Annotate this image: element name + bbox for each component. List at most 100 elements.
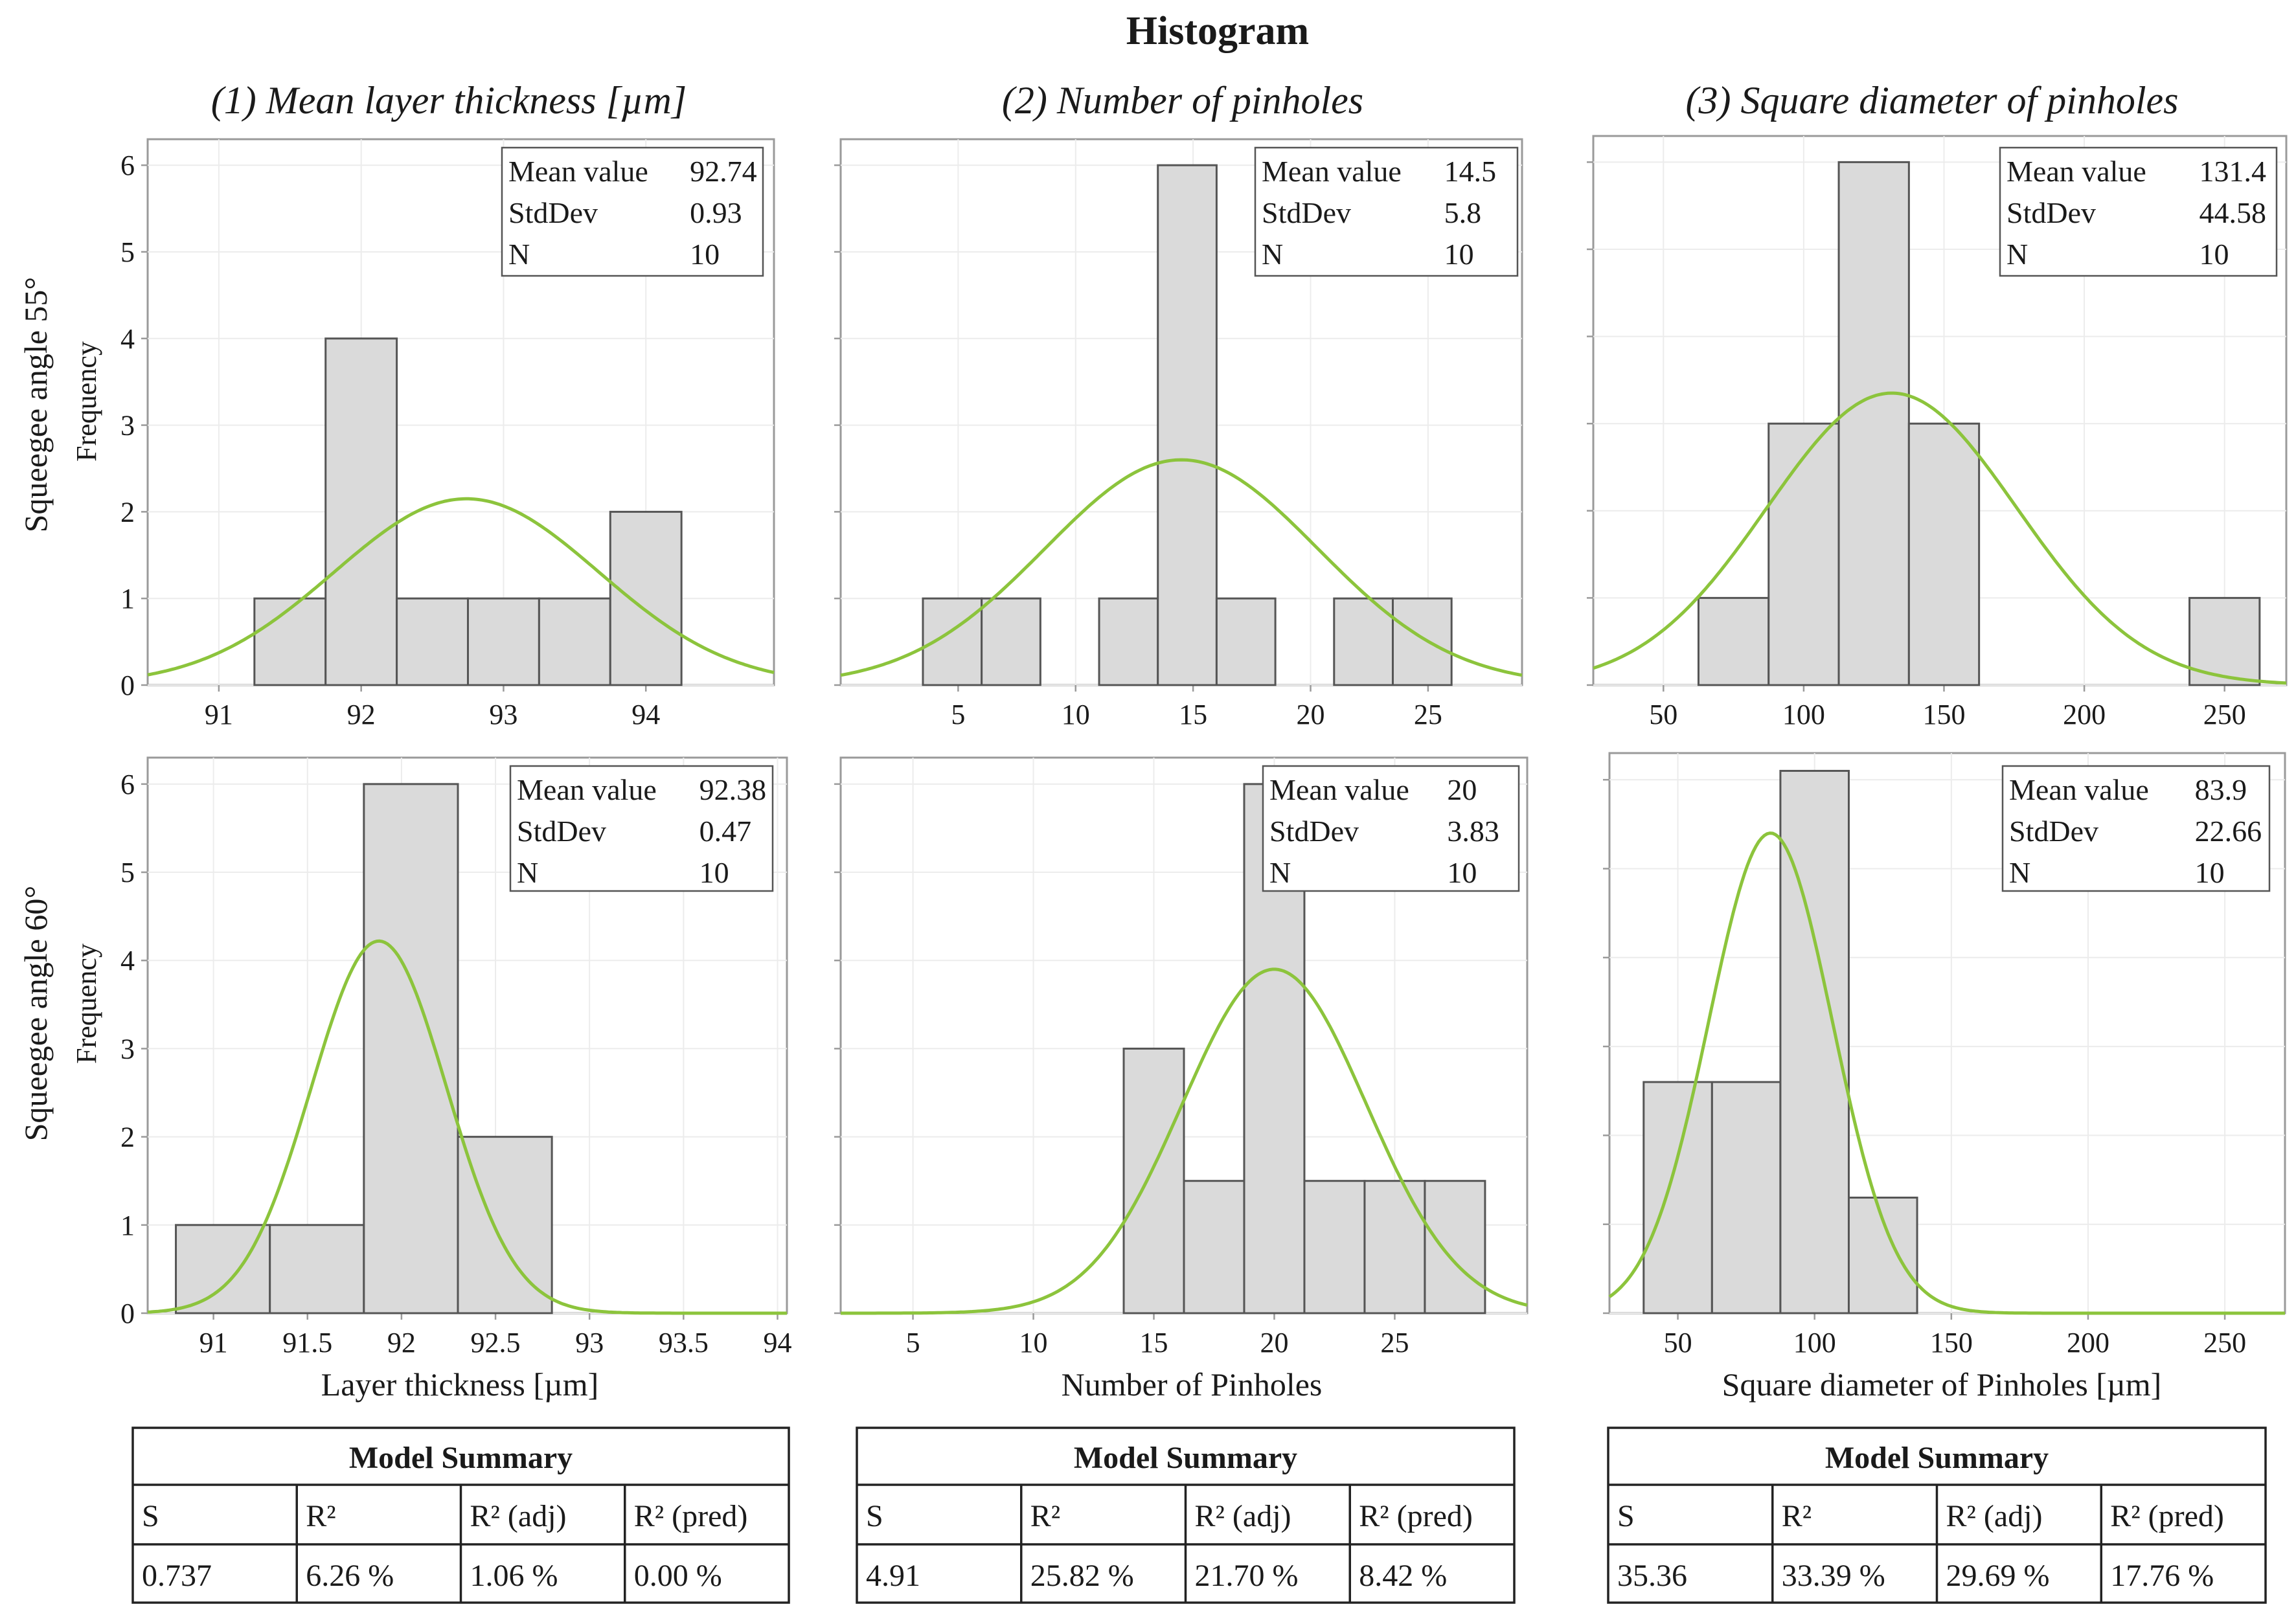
y-tick-label: 3 [120, 1033, 135, 1065]
y-tick-label: 4 [120, 323, 135, 355]
histogram-bar [1767, 422, 1840, 686]
summary-header-cell: R² [1030, 1499, 1060, 1533]
stats-label: N [1262, 238, 1283, 271]
x-tick-label: 5 [951, 699, 965, 730]
summary-header-cell: R² [1782, 1499, 1812, 1533]
x-tick-label: 100 [1793, 1327, 1836, 1359]
histogram-bar [1847, 1197, 1918, 1314]
histogram-bar [981, 597, 1041, 686]
x-tick-label: 94 [631, 699, 660, 730]
model-summary-pinholes: Model Summary S R² R² (adj) R² (pred) 4.91 25.… [856, 1427, 1516, 1604]
x-tick-label: 91.5 [282, 1327, 332, 1359]
histogram-bar [538, 597, 611, 686]
x-tick-label: 20 [1260, 1327, 1288, 1359]
stats-label: Mean value [1269, 773, 1409, 806]
normal-fit-curve [840, 458, 1523, 677]
y-tick-label: 0 [120, 1298, 135, 1329]
summary-value-cell: 35.36 [1617, 1559, 1687, 1593]
histogram-bar [396, 597, 469, 686]
normal-fit-curve [147, 939, 787, 1315]
summary-header-cell: R² (pred) [2110, 1499, 2224, 1533]
histogram-bar [1391, 597, 1453, 686]
summary-value-cell: 0.737 [142, 1559, 212, 1593]
summary-header-cell: S [142, 1499, 159, 1533]
frequency-label-row2: Frequency [71, 943, 102, 1064]
y-tick-label: 2 [120, 1122, 135, 1153]
y-tick-label: 2 [120, 496, 135, 528]
stats-value: 10 [2199, 238, 2229, 271]
summary-header-cell: R² (pred) [1359, 1499, 1473, 1533]
x-tick-label: 92 [387, 1327, 416, 1359]
summary-value-cell: 21.70 % [1195, 1559, 1299, 1593]
y-tick-label: 4 [120, 945, 135, 976]
x-tick-label: 20 [1297, 699, 1325, 730]
histogram-panel-60-diameter: 50 100 150 200 250 Mean value 83.9 StdDev 22.66 N… [1603, 752, 2286, 1359]
histogram-panel-60-thickness: 0 1 2 3 4 5 6 91 91.5 92 92.5 93 93.5 94 Mean value 92.… [120, 756, 791, 1359]
row-label-60: Squeegee angle 60° [17, 886, 54, 1142]
y-tick-label: 6 [120, 769, 135, 800]
stats-value: 131.4 [2199, 155, 2266, 188]
stats-label: N [2006, 238, 2028, 271]
x-tick-label: 25 [1414, 699, 1442, 730]
summary-header-cell: R² [306, 1499, 335, 1533]
stats-label: StdDev [2009, 815, 2098, 848]
stats-label: Mean value [517, 773, 657, 806]
summary-header-cell: R² (adj) [470, 1499, 567, 1533]
histogram-bar [1424, 1180, 1486, 1314]
histogram-bar [1907, 422, 1981, 686]
y-tick-label: 3 [120, 410, 135, 442]
stats-value: 10 [1444, 238, 1474, 271]
summary-value-cell: 33.39 % [1782, 1559, 1885, 1593]
x-tick-label: 92 [347, 699, 376, 730]
histogram-panel-60-pinholes: 5 10 15 20 25 Mean value 20 StdDev 3.83 N 10 [834, 756, 1529, 1359]
x-tick-label: 150 [1922, 699, 1965, 730]
stats-box [509, 765, 774, 892]
stats-box [501, 146, 764, 277]
stats-value: 5.8 [1444, 196, 1482, 229]
x-tick-label: 93 [575, 1327, 604, 1359]
histogram-bar [1642, 1081, 1713, 1314]
summary-value-cell: 0.00 % [634, 1559, 722, 1593]
x-tick-label: 150 [1930, 1327, 1973, 1359]
x-tick-label: 91 [199, 1327, 228, 1359]
histogram-bar [363, 783, 459, 1314]
stats-label: StdDev [517, 815, 606, 848]
y-tick-label: 5 [120, 236, 135, 268]
histogram-bar [253, 597, 327, 686]
x-axis-label-diameter: Square diameter of Pinholes [µm] [1722, 1366, 2162, 1403]
stats-value: 20 [1447, 773, 1477, 806]
summary-value-cell: 17.76 % [2110, 1559, 2214, 1593]
summary-header-cell: R² (pred) [634, 1499, 748, 1533]
y-tick-label: 6 [120, 150, 135, 181]
summary-header-cell: S [866, 1499, 883, 1533]
summary-value-cell: 1.06 % [470, 1559, 558, 1593]
histogram-bar [457, 1136, 553, 1314]
frequency-label-row1: Frequency [71, 341, 102, 462]
x-tick-label: 92.5 [471, 1327, 521, 1359]
summary-value-cell: 25.82 % [1030, 1559, 1134, 1593]
y-tick-label: 5 [120, 857, 135, 888]
histogram-bar [1183, 1180, 1245, 1314]
stats-value: 0.47 [699, 815, 752, 848]
stats-value: 92.74 [690, 155, 757, 188]
normal-fit-curve [1608, 831, 2285, 1315]
stats-value: 10 [699, 856, 729, 889]
histogram-bar [175, 1224, 271, 1314]
histogram-bar [1333, 597, 1394, 686]
histogram-bar [1122, 1047, 1185, 1314]
normal-fit-curve [1593, 391, 2287, 685]
x-tick-label: 50 [1649, 699, 1677, 730]
stats-value: 83.9 [2195, 773, 2247, 806]
x-tick-label: 200 [2063, 699, 2106, 730]
stats-label: N [1269, 856, 1291, 889]
x-axis-label-pinholes: Number of Pinholes [1062, 1366, 1323, 1403]
x-tick-label: 10 [1019, 1327, 1048, 1359]
column-title-3: (3) Square diameter of pinholes [1686, 79, 2179, 122]
histogram-bar [1711, 1081, 1782, 1314]
x-tick-label: 25 [1380, 1327, 1409, 1359]
figure-title: Histogram [1126, 9, 1309, 53]
x-tick-label: 93 [489, 699, 517, 730]
x-tick-label: 250 [2203, 1327, 2246, 1359]
summary-header-cell: R² (adj) [1946, 1499, 2043, 1533]
